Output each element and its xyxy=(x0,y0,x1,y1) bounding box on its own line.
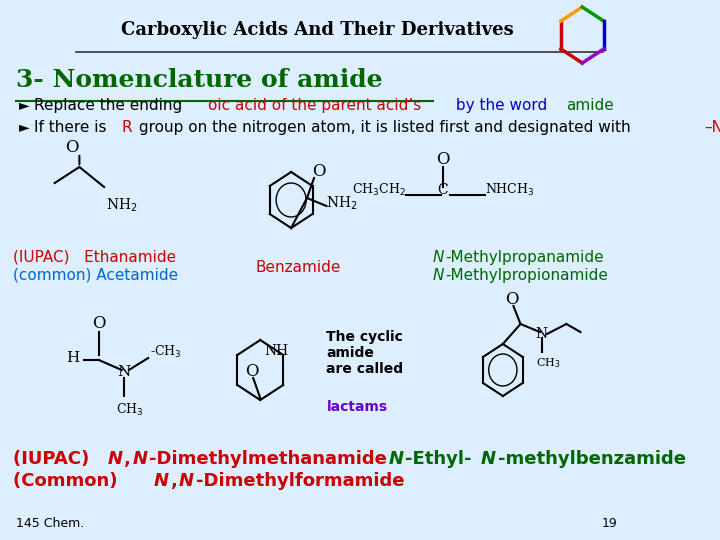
Text: CH$_3$: CH$_3$ xyxy=(536,356,561,370)
Text: –N: –N xyxy=(705,120,720,135)
Text: lactams: lactams xyxy=(326,400,387,414)
Text: Benzamide: Benzamide xyxy=(256,260,341,275)
Text: N: N xyxy=(388,450,403,468)
Text: N: N xyxy=(132,450,148,468)
Text: NH$_2$: NH$_2$ xyxy=(326,194,358,212)
Text: -CH$_3$: -CH$_3$ xyxy=(150,344,181,360)
Text: -Methylpropionamide: -Methylpropionamide xyxy=(445,268,608,283)
Text: N: N xyxy=(432,268,444,283)
Text: ,: , xyxy=(171,472,178,490)
Text: N: N xyxy=(117,365,130,379)
Text: N: N xyxy=(481,450,496,468)
Text: 19: 19 xyxy=(602,517,618,530)
Text: NH: NH xyxy=(265,344,289,358)
Text: by the word: by the word xyxy=(451,98,552,113)
Text: N: N xyxy=(536,327,548,341)
Text: N: N xyxy=(179,472,194,490)
Text: -Dimethylformamide: -Dimethylformamide xyxy=(196,472,405,490)
Text: (common) Acetamide: (common) Acetamide xyxy=(13,268,179,283)
Text: NHCH$_3$: NHCH$_3$ xyxy=(485,182,534,198)
Text: C: C xyxy=(438,183,448,197)
Text: The cyclic
amide
are called: The cyclic amide are called xyxy=(326,330,403,393)
Text: (IUPAC)   Ethanamide: (IUPAC) Ethanamide xyxy=(13,250,176,265)
Text: -Dimethylmethanamide: -Dimethylmethanamide xyxy=(150,450,387,468)
Text: O: O xyxy=(436,151,449,167)
Text: 145 Chem.: 145 Chem. xyxy=(16,517,84,530)
Text: ►: ► xyxy=(19,120,30,134)
Text: N: N xyxy=(107,450,122,468)
Text: O: O xyxy=(66,138,79,156)
Text: (Common): (Common) xyxy=(13,472,137,490)
Text: -Ethyl-: -Ethyl- xyxy=(405,450,472,468)
Text: oic acid of the parent acid’s: oic acid of the parent acid’s xyxy=(208,98,421,113)
Text: R: R xyxy=(122,120,132,135)
Text: ,: , xyxy=(125,450,131,468)
Text: -methylbenzamide: -methylbenzamide xyxy=(498,450,686,468)
Text: O: O xyxy=(505,292,518,308)
Text: -Methylpropanamide: -Methylpropanamide xyxy=(445,250,604,265)
Text: (IUPAC): (IUPAC) xyxy=(13,450,96,468)
Text: CH$_3$CH$_2$: CH$_3$CH$_2$ xyxy=(352,182,406,198)
Text: Replace the ending: Replace the ending xyxy=(34,98,186,113)
Text: ►: ► xyxy=(19,98,30,112)
Text: N: N xyxy=(432,250,444,265)
Text: O: O xyxy=(245,363,258,381)
Text: amide: amide xyxy=(566,98,613,113)
Text: 3- Nomenclature of amide: 3- Nomenclature of amide xyxy=(16,68,382,92)
Text: group on the nitrogen atom, it is listed first and designated with: group on the nitrogen atom, it is listed… xyxy=(134,120,635,135)
Text: Carboxylic Acids And Their Derivatives: Carboxylic Acids And Their Derivatives xyxy=(121,21,514,39)
Text: CH$_3$: CH$_3$ xyxy=(117,402,144,418)
Text: NH$_2$: NH$_2$ xyxy=(106,197,138,214)
Text: O: O xyxy=(312,164,325,180)
Text: H: H xyxy=(66,351,79,365)
Text: If there is: If there is xyxy=(34,120,111,135)
Text: O: O xyxy=(92,315,106,333)
Text: N: N xyxy=(153,472,168,490)
